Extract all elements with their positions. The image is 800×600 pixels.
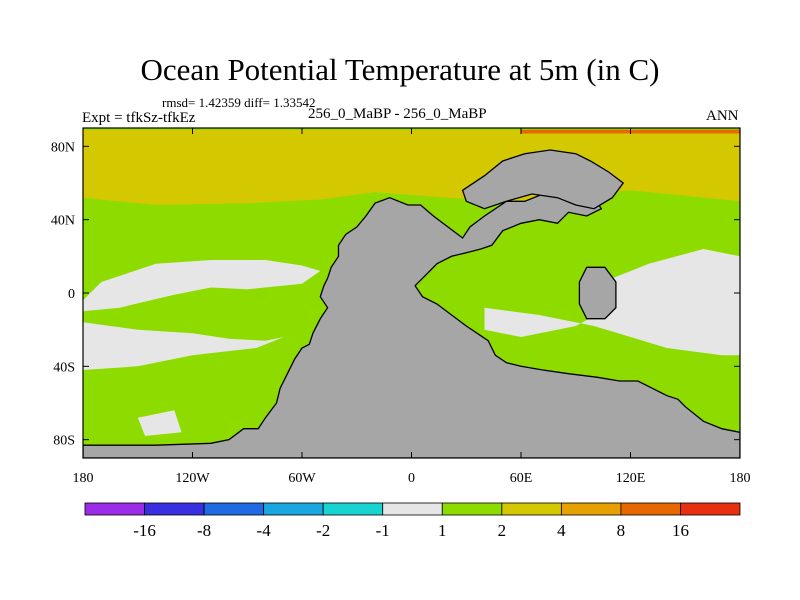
colorbar-label: 8 — [617, 521, 626, 540]
colorbar-swatch — [501, 502, 562, 516]
colorbar-label: 16 — [672, 521, 689, 540]
colorbar-swatch — [322, 502, 384, 516]
region-landmass-east — [578, 266, 617, 320]
colorbar-swatch — [84, 502, 145, 516]
y-tick-label: 80N — [51, 140, 75, 155]
y-tick-label: 40N — [51, 214, 75, 229]
map-regions — [83, 128, 740, 458]
colorbar-swatch — [560, 502, 622, 516]
region-band-neg1-1-equatorial — [83, 322, 284, 370]
colorbar-swatch — [680, 502, 741, 516]
colorbar-swatch — [620, 502, 681, 516]
case-label: 256_0_MaBP - 256_0_MaBP — [308, 106, 487, 122]
region-landmass-north — [461, 149, 625, 210]
colorbar-swatch — [382, 502, 443, 516]
colorbar-label: -1 — [376, 521, 390, 540]
colorbar-swatch — [441, 502, 503, 516]
region-band-neg1-1-north-pacific — [83, 260, 321, 312]
stats-label: rmsd= 1.42359 diff= 1.33542 — [162, 95, 316, 110]
y-tick-label: 0 — [68, 287, 75, 302]
map-axes: 180 120W 60W 0 60E 120E 180 80N 40N 0 40S 80S — [51, 128, 751, 486]
region-band-neg1-1-east — [484, 249, 740, 356]
x-tick-label: 0 — [408, 471, 415, 486]
colorbar-label: -16 — [133, 521, 156, 540]
x-tick-label: 180 — [73, 471, 94, 486]
plot-title: Ocean Potential Temperature at 5m (in C) — [140, 52, 660, 87]
season-label: ANN — [706, 108, 739, 124]
colorbar-label: 4 — [557, 521, 566, 540]
colorbar-label: 2 — [498, 521, 507, 540]
region-band-neg1-1-small — [137, 410, 182, 436]
colorbar-label: -4 — [257, 521, 272, 540]
colorbar-swatch — [263, 502, 324, 516]
colorbar-swatch — [144, 502, 205, 516]
y-tick-label: 80S — [53, 434, 75, 449]
x-tick-label: 180 — [730, 471, 751, 486]
x-tick-label: 60W — [288, 471, 316, 486]
x-tick-label: 120W — [175, 471, 210, 486]
colorbar: -16 -8 -4 -2 -1 1 2 4 8 16 — [84, 502, 741, 540]
colorbar-label: 1 — [438, 521, 447, 540]
colorbar-label: -2 — [316, 521, 330, 540]
y-tick-label: 40S — [53, 360, 75, 375]
colorbar-swatch — [203, 502, 265, 516]
experiment-label: Expt = tfkSz-tfkEz — [82, 110, 196, 126]
x-tick-label: 60E — [510, 471, 533, 486]
x-tick-label: 120E — [616, 471, 646, 486]
colorbar-label: -8 — [197, 521, 211, 540]
